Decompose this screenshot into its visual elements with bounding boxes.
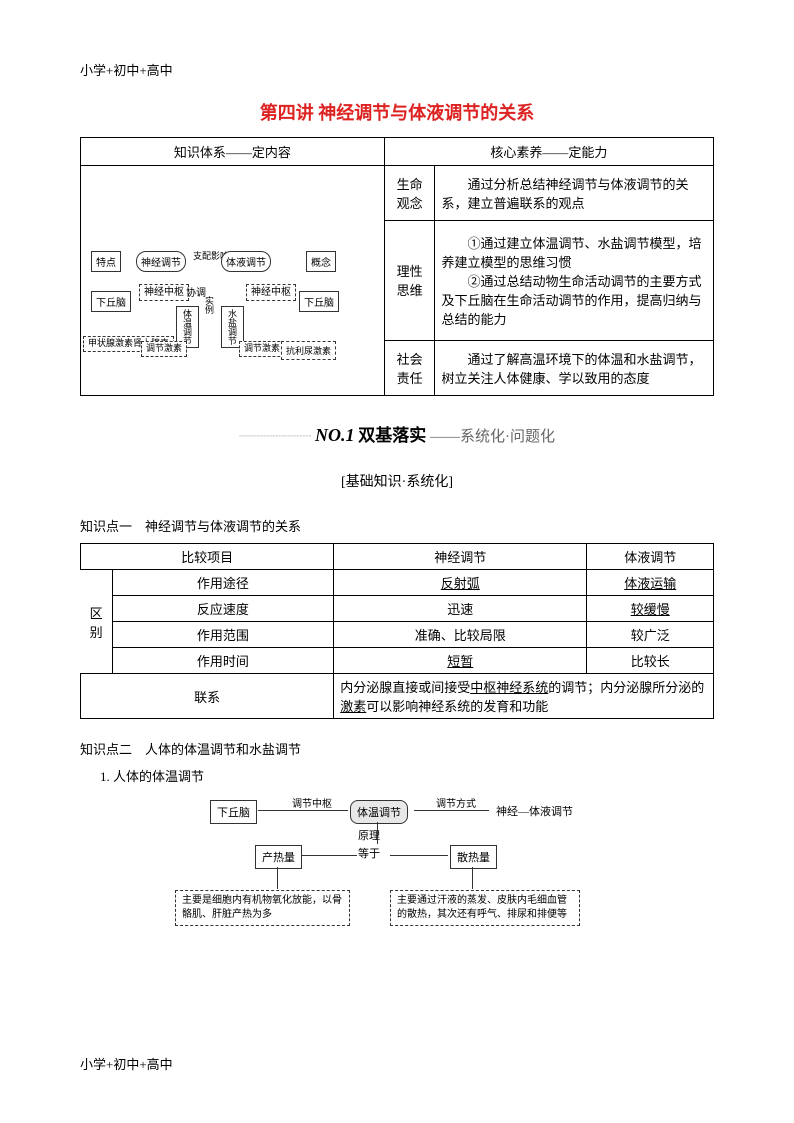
kp2-sub: 1. 人体的体温调节 — [80, 766, 714, 785]
d1-example: 实例 — [203, 296, 216, 314]
t2-r1c1: 迅速 — [334, 596, 587, 622]
d1-nc2: 神经中枢 — [246, 284, 296, 301]
d2-method: 神经—体液调节 — [490, 800, 579, 822]
d1-humoral: 体液调节 — [221, 251, 271, 272]
t2-side: 区别 — [81, 570, 113, 674]
row2-content: ①通过建立体温调节、水盐调节模型，培养建立模型的思维习惯 ②通过总结动物生命活动… — [435, 220, 714, 341]
t2-r0c0: 作用途径 — [112, 570, 334, 596]
diagram1-cell: 特点 神经调节 支配影响 体液调节 概念 下丘脑 神经中枢 协调 实例 体温调节… — [81, 166, 385, 396]
document-title: 第四讲 神经调节与体液调节的关系 — [80, 99, 714, 125]
t2-r0c1: 反射弧 — [334, 570, 587, 596]
d2-loss: 散热量 — [450, 845, 497, 869]
t2-link-label: 联系 — [81, 674, 334, 719]
row2-label: 理性思维 — [384, 220, 435, 341]
d2-equals: 等于 — [358, 845, 380, 861]
d1-concept: 概念 — [306, 251, 336, 272]
d2-center-label: 调节中枢 — [292, 795, 332, 810]
comparison-table: 比较项目 神经调节 体液调节 区别 作用途径 反射弧 体液运输 反应速度 迅速 … — [80, 543, 714, 719]
no1-heading: ┄┄┄┄┄┄┄┄ NO.1 双基落实 ——系统化·问题化 — [80, 421, 714, 446]
t2-r1c2: 较缓慢 — [587, 596, 714, 622]
subtitle: [基础知识·系统化] — [80, 471, 714, 491]
d1-horm2: 调节激素 — [239, 341, 285, 357]
kp2-title: 知识点二 人体的体温调节和水盐调节 — [80, 739, 714, 758]
d2-prod-detail: 主要是细胞内有机物氧化放能，以骨骼肌、肝脏产热为多 — [175, 890, 350, 926]
no1-sub: ——系统化·问题化 — [430, 429, 555, 445]
col1-header: 知识体系——定内容 — [81, 138, 385, 166]
d2-method-label: 调节方式 — [436, 795, 476, 810]
page-header: 小学+初中+高中 — [80, 60, 714, 79]
d1-nerve: 神经调节 — [136, 251, 186, 272]
d1-hypoth2: 下丘脑 — [299, 291, 339, 312]
t2-r2c2: 较广泛 — [587, 622, 714, 648]
d2-loss-detail: 主要通过汗液的蒸发、皮肤内毛细血管的散热，其次还有呼气、排尿和排便等 — [390, 890, 580, 926]
t2-r3c1: 短暂 — [334, 648, 587, 674]
row3-label: 社会责任 — [384, 341, 435, 396]
row3-content: 通过了解高温环境下的体温和水盐调节，树立关注人体健康、学以致用的态度 — [435, 341, 714, 396]
kp1-title: 知识点一 神经调节与体液调节的关系 — [80, 516, 714, 535]
t2-r1c0: 反应速度 — [112, 596, 334, 622]
t2-r2c1: 准确、比较局限 — [334, 622, 587, 648]
t2-h1: 神经调节 — [334, 544, 587, 570]
d2-main: 体温调节 — [350, 800, 408, 824]
d1-adh: 抗利尿激素 — [281, 341, 336, 360]
t2-r2c0: 作用范围 — [112, 622, 334, 648]
d2-hypoth: 下丘脑 — [210, 800, 257, 824]
t2-r0c2: 体液运输 — [587, 570, 714, 596]
d2-prod: 产热量 — [255, 845, 302, 869]
t2-h0: 比较项目 — [81, 544, 334, 570]
col2-header: 核心素养——定能力 — [384, 138, 713, 166]
d1-horm1: 调节激素 — [141, 341, 187, 357]
no1-prefix: NO.1 — [315, 425, 355, 445]
t2-h2: 体液调节 — [587, 544, 714, 570]
t2-link-content: 内分泌腺直接或间接受中枢神经系统的调节；内分泌腺所分泌的激素可以影响神经系统的发… — [334, 674, 714, 719]
t2-r3c2: 比较长 — [587, 648, 714, 674]
no1-main: 双基落实 — [358, 426, 426, 445]
page-footer: 小学+初中+高中 — [80, 1054, 173, 1073]
d1-nc1: 神经中枢 — [139, 284, 189, 301]
row1-label: 生命观念 — [384, 166, 435, 221]
overview-table: 知识体系——定内容 核心素养——定能力 特点 神经调节 支配影响 体液调节 概念… — [80, 137, 714, 396]
diagram2: 下丘脑 调节中枢 体温调节 调节方式 神经—体液调节 原理 等于 产热量 散热量… — [80, 795, 714, 955]
d1-hypoth1: 下丘脑 — [91, 291, 131, 312]
row1-content: 通过分析总结神经调节与体液调节的关系，建立普遍联系的观点 — [435, 166, 714, 221]
t2-r3c0: 作用时间 — [112, 648, 334, 674]
d1-feature: 特点 — [91, 251, 121, 272]
